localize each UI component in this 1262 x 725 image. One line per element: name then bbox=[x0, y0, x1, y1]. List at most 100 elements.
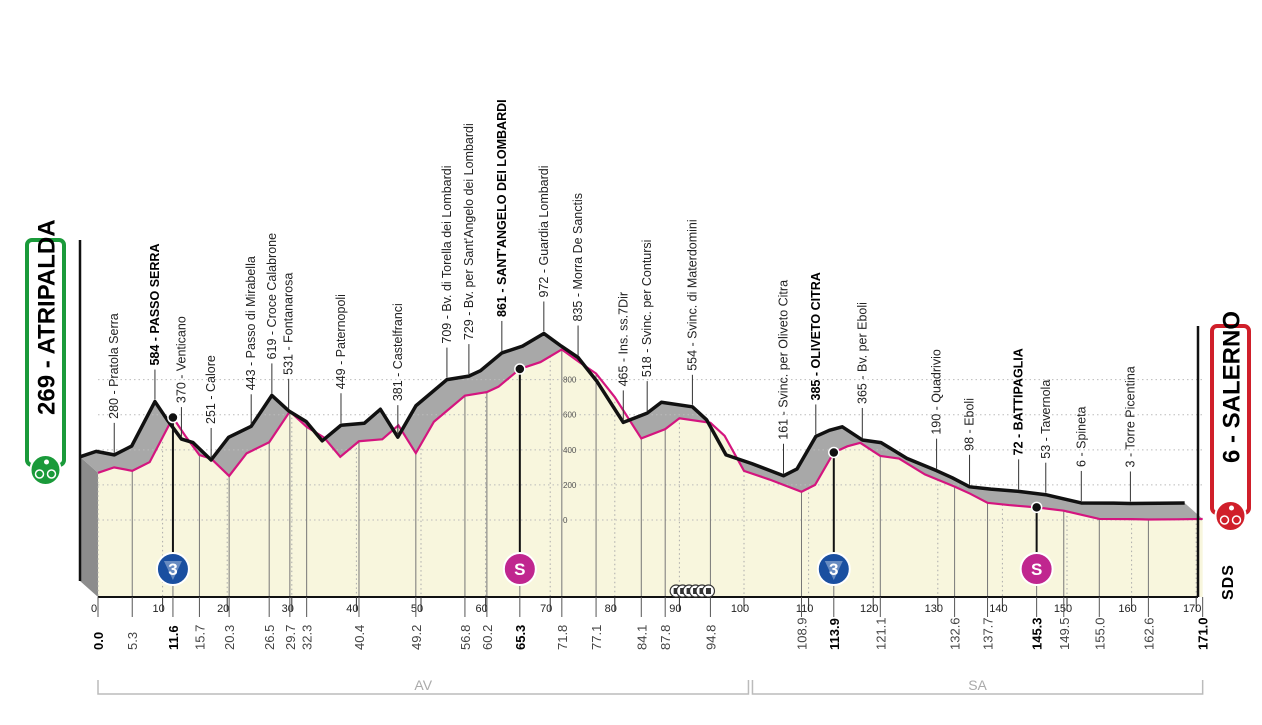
mountain-icon bbox=[163, 561, 182, 580]
km-label: 0.0 bbox=[91, 632, 106, 650]
waypoint-label: 365 - Bv. per Eboli bbox=[855, 302, 869, 404]
waypoint-label: 385 - OLIVETO CITRA bbox=[809, 272, 823, 400]
marker-badge-label: S bbox=[514, 560, 525, 579]
profile-ridge-line bbox=[79, 331, 1185, 506]
waypoint-label: 370 - Venticano bbox=[174, 316, 188, 403]
km-label: 113.9 bbox=[827, 618, 842, 650]
km-label: 71.8 bbox=[555, 625, 570, 650]
km-label: 94.8 bbox=[703, 625, 718, 650]
km-label: 149.5 bbox=[1057, 617, 1072, 650]
km-label: 108.9 bbox=[794, 617, 809, 650]
waypoint-label: 72 - BATTIPAGLIA bbox=[1012, 348, 1026, 455]
cyclist-icon-wheel bbox=[46, 469, 57, 479]
waypoint-label: 465 - Ins. ss.7Dir bbox=[616, 292, 630, 386]
waypoint-label: 518 - Svinc. per Contursi bbox=[640, 240, 654, 378]
x-tick-label: 80 bbox=[605, 603, 617, 615]
x-tick-label: 30 bbox=[282, 603, 294, 615]
km-label: 49.2 bbox=[409, 625, 424, 650]
province-bracket bbox=[751, 680, 1204, 695]
sds-logo: SDS bbox=[1220, 564, 1237, 600]
waypoint-label: 53 - Tavernola bbox=[1039, 380, 1053, 459]
km-label: 11.6 bbox=[166, 625, 181, 650]
marker-badge-label: S bbox=[1031, 560, 1042, 579]
marker-badge bbox=[155, 552, 190, 586]
cyclist-icon-wheel bbox=[34, 469, 45, 479]
km-label: 162.6 bbox=[1141, 617, 1156, 650]
km-label: 5.3 bbox=[125, 632, 140, 650]
waypoint-label: 835 - Morra De Sanctis bbox=[571, 193, 585, 322]
x-tick-label: 40 bbox=[346, 603, 358, 615]
km-label: 155.0 bbox=[1092, 617, 1107, 650]
km-label: 32.3 bbox=[300, 625, 315, 650]
kom-category-icon bbox=[155, 552, 190, 586]
waypoint-label: 709 - Bv. di Torella dei Lombardi bbox=[440, 166, 454, 344]
km-label: 65.3 bbox=[513, 625, 528, 650]
marker-badge-label: 3 bbox=[829, 560, 838, 579]
x-tick-label: 170 bbox=[1183, 603, 1201, 615]
km-label: 132.6 bbox=[948, 617, 963, 650]
cyclist-icon-wheel bbox=[1231, 515, 1242, 525]
waypoint-label: 443 - Passo di Mirabella bbox=[244, 256, 258, 390]
marker-dot bbox=[828, 446, 840, 459]
km-label: 29.7 bbox=[283, 625, 298, 650]
km-label: 15.7 bbox=[192, 625, 207, 650]
km-label: 121.1 bbox=[873, 617, 888, 650]
waypoint-label: 6 - Spineta bbox=[1074, 406, 1088, 467]
elevation-tick-label: 200 bbox=[563, 481, 577, 490]
elevation-tick-label: 800 bbox=[563, 376, 577, 385]
km-label: 87.8 bbox=[658, 625, 673, 650]
x-tick-label: 60 bbox=[475, 603, 487, 615]
elevation-tick-label: 400 bbox=[563, 446, 577, 455]
waypoint-label: 190 - Quadrivio bbox=[930, 349, 944, 435]
waypoint-label: 861 - SANT'ANGELO DEI LOMBARDI bbox=[495, 99, 509, 317]
mountain-icon bbox=[824, 561, 843, 580]
km-label: 20.3 bbox=[222, 625, 237, 650]
km-label: 137.7 bbox=[981, 617, 996, 650]
start-label: 269 - ATRIPALDA bbox=[34, 219, 61, 415]
tunnel-icon bbox=[701, 584, 716, 598]
elevation-tick-label: 600 bbox=[563, 411, 577, 420]
waypoint-label: 161 - Svinc. per Oliveto Citra bbox=[776, 280, 790, 440]
x-tick-label: 160 bbox=[1118, 603, 1136, 615]
x-tick-label: 90 bbox=[669, 603, 681, 615]
waypoint-label: 381 - Castelfranci bbox=[391, 303, 405, 401]
province-bracket bbox=[97, 680, 750, 695]
x-tick-label: 10 bbox=[152, 603, 164, 615]
km-label: 56.8 bbox=[458, 625, 473, 650]
cyclist-icon-wheel bbox=[1219, 515, 1230, 525]
elevation-tick-label: 0 bbox=[563, 516, 568, 525]
waypoint-label: 619 - Croce Calabrone bbox=[265, 233, 279, 360]
x-tick-label: 150 bbox=[1054, 603, 1072, 615]
marker-dot bbox=[1030, 501, 1043, 514]
cyclist-icon bbox=[29, 454, 62, 486]
waypoint-label: 3 - Torre Picentina bbox=[1123, 366, 1137, 467]
x-tick-label: 70 bbox=[540, 603, 552, 615]
waypoint-label: 729 - Bv. per Sant'Angelo dei Lombardi bbox=[462, 123, 476, 340]
x-tick-label: 130 bbox=[925, 603, 943, 615]
km-label: 60.2 bbox=[480, 625, 495, 650]
intermediate-sprint-icon bbox=[502, 552, 537, 586]
waypoint-label: 554 - Svinc. di Materdomini bbox=[685, 219, 699, 370]
km-label: 84.1 bbox=[634, 625, 649, 650]
province-label: SA bbox=[968, 677, 987, 693]
waypoint-label: 584 - PASSO SERRA bbox=[148, 244, 162, 366]
x-tick-label: 140 bbox=[989, 603, 1007, 615]
waypoint-label: 98 - Eboli bbox=[963, 398, 977, 451]
x-tick-label: 0 bbox=[91, 603, 97, 615]
x-tick-label: 100 bbox=[731, 603, 749, 615]
profile-top-face bbox=[80, 333, 1203, 520]
cyclist-icon-badge bbox=[1214, 500, 1247, 532]
cyclist-icon-head bbox=[1229, 505, 1234, 511]
profile-front-face bbox=[98, 349, 1203, 597]
marker-badge-label: 3 bbox=[168, 560, 177, 579]
finish-label: 6 - SALERNO bbox=[1219, 311, 1246, 463]
waypoint-label: 449 - Paternopoli bbox=[334, 294, 348, 389]
cyclist-icon-head bbox=[44, 459, 49, 465]
km-label: 145.3 bbox=[1030, 617, 1045, 650]
x-tick-label: 120 bbox=[860, 603, 878, 615]
marker-dot bbox=[514, 363, 526, 375]
marker-badge bbox=[502, 552, 537, 586]
km-label: 40.4 bbox=[352, 625, 367, 650]
km-label: 26.5 bbox=[262, 625, 277, 650]
